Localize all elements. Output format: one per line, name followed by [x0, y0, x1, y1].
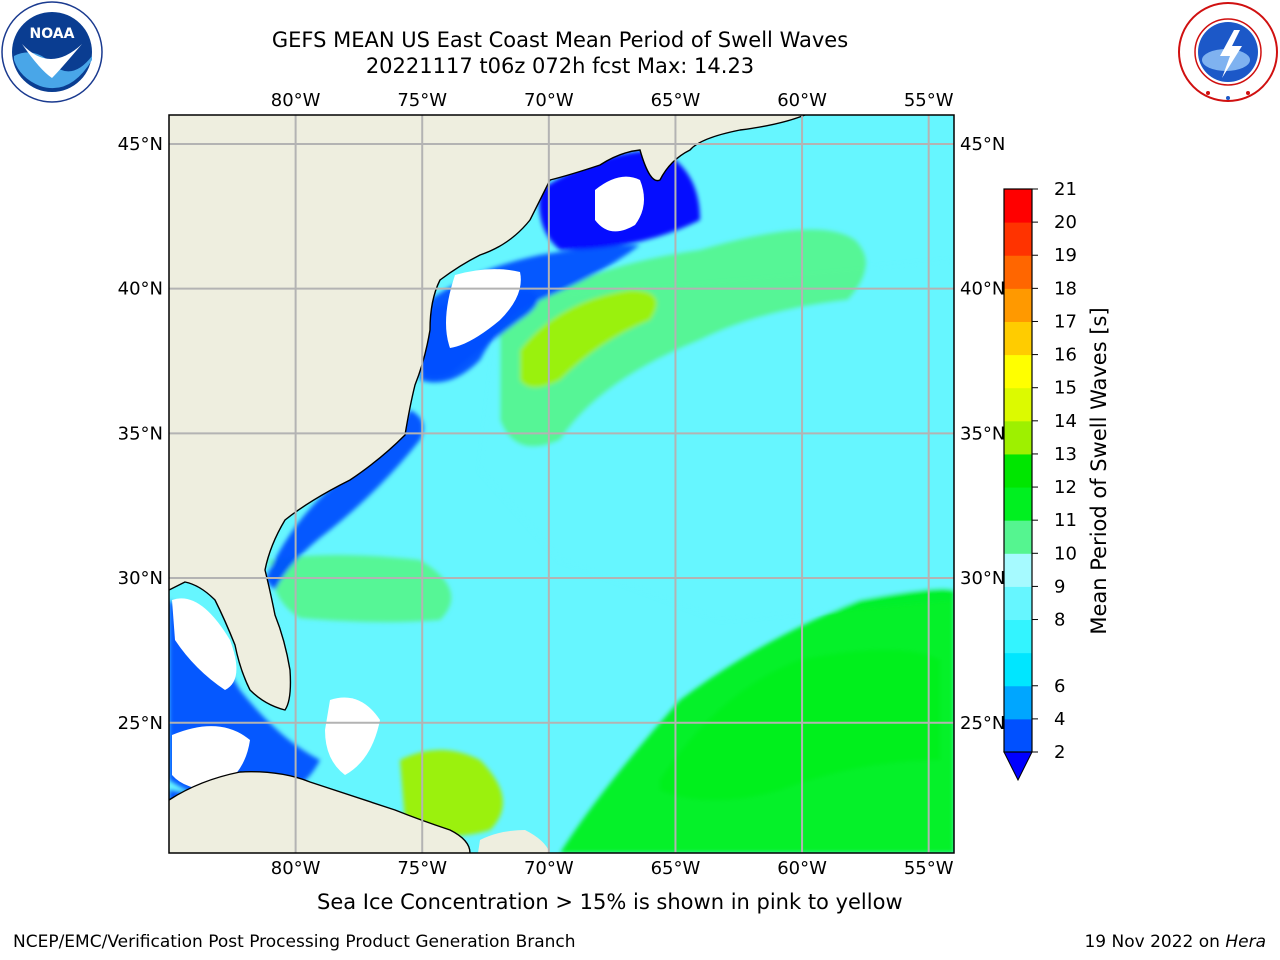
colorbar-segment	[1004, 453, 1032, 488]
x-tick-label: 70°W	[524, 858, 574, 879]
colorbar-tick-label: 18	[1054, 278, 1077, 299]
colorbar-segment	[1004, 685, 1032, 720]
y-tick-label: 25°N	[118, 713, 163, 734]
colorbar-segment	[1004, 586, 1032, 621]
colorbar-segment	[1004, 354, 1032, 389]
chart-title: GEFS MEAN US East Coast Mean Period of S…	[271, 28, 849, 52]
x-tick-label: 75°W	[397, 90, 447, 111]
colorbar-segment	[1004, 718, 1032, 753]
colorbar-segment	[1004, 553, 1032, 587]
y-tick-label: 35°N	[960, 423, 1005, 444]
colorbar-tick-label: 19	[1054, 245, 1077, 266]
land-hispaniola	[478, 830, 550, 853]
y-tick-label: 30°N	[960, 568, 1005, 589]
y-tick-label: 25°N	[960, 713, 1005, 734]
gulf-stream-band	[500, 229, 866, 447]
colorbar-segment	[1004, 321, 1032, 356]
colorbar-tick-label: 4	[1054, 709, 1065, 730]
colorbar-tick-label: 13	[1054, 444, 1077, 465]
x-tick-label: 65°W	[651, 90, 701, 111]
colorbar-tick-label: 12	[1054, 477, 1077, 498]
colorbar-label: Mean Period of Swell Waves [s]	[1087, 307, 1111, 634]
colorbar-segment	[1004, 487, 1032, 521]
x-tick-label: 60°W	[777, 858, 827, 879]
colorbar-tick-label: 14	[1054, 411, 1077, 432]
x-tick-label: 80°W	[271, 90, 321, 111]
coastline	[169, 115, 806, 711]
colorbar: 2 4 6 8 9 10 11 12 13 14 15 16 17 18 19 20 21	[1003, 179, 1077, 782]
lat-lon-grid	[169, 115, 954, 853]
y-tick-label: 45°N	[118, 134, 163, 155]
x-tick-label: 80°W	[271, 858, 321, 879]
colorbar-tick-label: 9	[1054, 576, 1065, 597]
gulf-stream-band	[270, 555, 452, 623]
sea-ice-note: Sea Ice Concentration > 15% is shown in …	[317, 890, 903, 914]
colorbar-tick-label: 6	[1054, 676, 1065, 697]
colorbar-tick-label: 21	[1054, 179, 1077, 200]
footer-date: 19 Nov 2022 on Hera	[1084, 932, 1266, 952]
colorbar-segment	[1004, 652, 1032, 687]
nws-logo	[1178, 2, 1278, 102]
inner-shelf-white	[595, 176, 644, 232]
y-tick-labels-right: 25°N 30°N 35°N 40°N 45°N	[960, 134, 1005, 734]
land-north-america	[169, 115, 805, 710]
colorbar-tick-label: 20	[1054, 212, 1077, 233]
colorbar-tick-label: 2	[1054, 742, 1065, 763]
caribbean-core	[400, 750, 503, 836]
colorbar-tick-label: 11	[1054, 510, 1077, 531]
y-tick-label: 30°N	[118, 568, 163, 589]
coastline	[169, 771, 471, 853]
footer-machine: Hera	[1225, 932, 1266, 952]
colorbar-segment	[1004, 420, 1032, 455]
colorbar-tick-label: 17	[1054, 311, 1077, 332]
x-tick-label: 70°W	[524, 90, 574, 111]
footer-org: NCEP/EMC/Verification Post Processing Pr…	[13, 932, 576, 952]
colorbar-extend-arrow	[1003, 751, 1033, 782]
inner-shelf-white	[325, 697, 380, 775]
noaa-logo: NOAA	[1, 1, 103, 103]
land-cuba	[169, 771, 470, 853]
svg-text:NOAA: NOAA	[30, 26, 75, 42]
colorbar-segment	[1004, 222, 1032, 256]
colorbar-segment	[1004, 387, 1032, 422]
colorbar-segment	[1004, 520, 1032, 554]
colorbar-segment	[1004, 189, 1032, 223]
y-tick-label: 40°N	[960, 279, 1005, 300]
y-tick-label: 40°N	[118, 279, 163, 300]
colorbar-segment	[1004, 288, 1032, 322]
x-tick-label: 75°W	[397, 858, 447, 879]
x-tick-label: 60°W	[777, 90, 827, 111]
colorbar-segment	[1004, 255, 1032, 289]
map-area	[169, 115, 954, 853]
footer-date-text: 19 Nov 2022 on	[1084, 932, 1226, 952]
x-tick-labels-bottom: 80°W 75°W 70°W 65°W 60°W 55°W	[271, 858, 954, 879]
y-tick-label: 35°N	[118, 423, 163, 444]
chart-subtitle: 20221117 t06z 072h fcst Max: 14.23	[365, 54, 755, 78]
inner-shelf-white	[172, 598, 237, 690]
southeast-swell-band	[660, 650, 940, 800]
colorbar-tick-label: 16	[1054, 345, 1077, 366]
colorbar-tick-label: 8	[1054, 610, 1065, 631]
x-tick-label: 55°W	[904, 858, 954, 879]
x-tick-label: 55°W	[904, 90, 954, 111]
colorbar-tick-label: 10	[1054, 543, 1077, 564]
northeast-swell-core	[520, 290, 657, 388]
x-tick-label: 65°W	[651, 858, 701, 879]
y-tick-label: 45°N	[960, 134, 1005, 155]
x-tick-labels-top: 80°W 75°W 70°W 65°W 60°W 55°W	[271, 90, 954, 111]
colorbar-tick-label: 15	[1054, 378, 1077, 399]
map-frame	[168, 114, 955, 854]
colorbar-segment	[1004, 619, 1032, 654]
y-tick-labels-left: 25°N 30°N 35°N 40°N 45°N	[118, 134, 163, 734]
colorbar-frame	[1003, 188, 1033, 753]
